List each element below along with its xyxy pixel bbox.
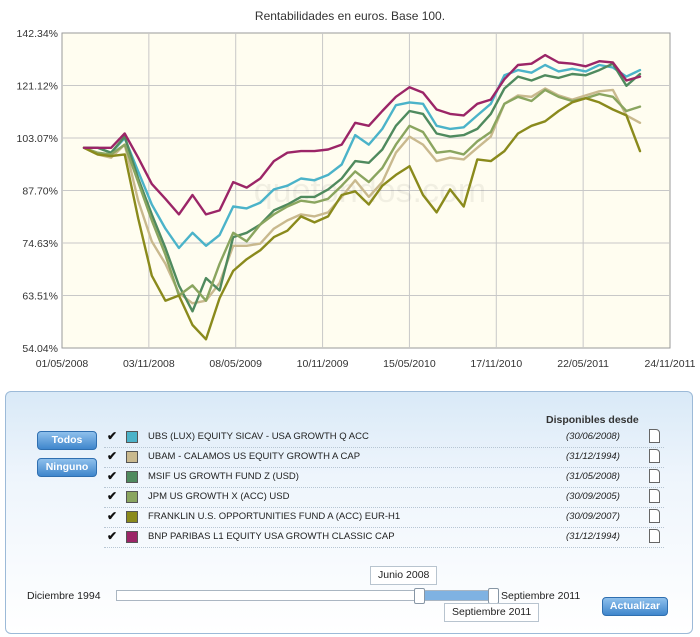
update-button[interactable]: Actualizar <box>602 597 668 616</box>
x-tick-label: 03/11/2008 <box>123 358 175 370</box>
fund-name: UBS (LUX) EQUITY SICAV - USA GROWTH Q AC… <box>148 431 369 442</box>
fund-color-swatch <box>126 531 138 543</box>
fund-name: MSIF US GROWTH FUND Z (USD) <box>148 471 299 482</box>
series-line <box>82 96 642 341</box>
x-tick-label: 22/05/2011 <box>557 358 609 370</box>
x-tick-label: 24/11/2011 <box>645 358 696 370</box>
slider-min-label: Diciembre 1994 <box>27 590 101 602</box>
slider-end-handle[interactable] <box>488 588 500 604</box>
chart: 01/05/2008 03/11/2008 08/05/2009 10/11/2009… <box>17 28 696 370</box>
fund-row: ✔ FRANKLIN U.S. OPPORTUNITIES FUND A (ACC… <box>104 508 664 528</box>
x-tick-label: 10/11/2009 <box>297 358 349 370</box>
fund-available-date: (30/09/2007) <box>566 511 620 522</box>
chart-title: Rentabilidades en euros. Base 100. <box>254 9 446 23</box>
document-icon[interactable] <box>649 509 660 523</box>
fund-checkbox[interactable]: ✔ <box>107 469 118 483</box>
slider-start-tooltip: Junio 2008 <box>370 566 438 585</box>
fund-available-date: (31/05/2008) <box>566 471 620 482</box>
document-icon[interactable] <box>649 429 660 443</box>
fund-color-swatch <box>126 471 138 483</box>
fund-color-swatch <box>126 451 138 463</box>
x-tick-label: 01/05/2008 <box>36 358 89 370</box>
y-tick-label: 63.51% <box>22 290 58 302</box>
slider-max-label: Septiembre 2011 <box>501 590 581 602</box>
series-line <box>82 62 642 313</box>
x-tick-label: 15/05/2010 <box>383 358 436 370</box>
series-line <box>82 63 642 250</box>
fund-row: ✔ MSIF US GROWTH FUND Z (USD) (31/05/2008) <box>104 468 664 488</box>
series-line <box>82 88 642 302</box>
y-tick-label: 74.63% <box>22 238 58 250</box>
fund-checkbox[interactable]: ✔ <box>107 509 118 523</box>
available-since-header: Disponibles desde <box>546 414 639 426</box>
fund-checkbox[interactable]: ✔ <box>107 449 118 463</box>
x-tick-label: 08/05/2009 <box>209 358 262 370</box>
fund-list: ✔ UBS (LUX) EQUITY SICAV - USA GROWTH Q A… <box>104 428 664 548</box>
document-icon[interactable] <box>649 489 660 503</box>
y-tick-label: 103.07% <box>17 133 58 145</box>
fund-row: ✔ UBS (LUX) EQUITY SICAV - USA GROWTH Q A… <box>104 428 664 448</box>
fund-color-swatch <box>126 511 138 523</box>
fund-row: ✔ UBAM - CALAMOS US EQUITY GROWTH A CAP (3… <box>104 448 664 468</box>
fund-available-date: (30/06/2008) <box>566 431 620 442</box>
y-tick-label: 121.12% <box>17 81 58 93</box>
document-icon[interactable] <box>649 529 660 543</box>
series-line <box>82 53 642 216</box>
slider-end-tooltip: Septiembre 2011 <box>444 603 540 622</box>
y-tick-label: 87.70% <box>22 186 58 198</box>
y-tick-label: 142.34% <box>17 28 58 40</box>
fund-name: UBAM - CALAMOS US EQUITY GROWTH A CAP <box>148 451 361 462</box>
fund-checkbox[interactable]: ✔ <box>107 429 118 443</box>
fund-selection-panel: Disponibles desde Todos Ninguno ✔ UBS (LU… <box>5 391 693 634</box>
fund-checkbox[interactable]: ✔ <box>107 489 118 503</box>
select-none-button[interactable]: Ninguno <box>37 458 97 477</box>
fund-name: FRANKLIN U.S. OPPORTUNITIES FUND A (ACC)… <box>148 511 401 522</box>
fund-row: ✔ BNP PARIBAS L1 EQUITY USA GROWTH CLASSI… <box>104 528 664 548</box>
fund-color-swatch <box>126 491 138 503</box>
x-tick-label: 17/11/2010 <box>470 358 522 370</box>
fund-available-date: (30/09/2005) <box>566 491 620 502</box>
fund-color-swatch <box>126 431 138 443</box>
fund-row: ✔ JPM US GROWTH X (ACC) USD (30/09/2005) <box>104 488 664 508</box>
fund-available-date: (31/12/1994) <box>566 531 620 542</box>
document-icon[interactable] <box>649 449 660 463</box>
select-all-button[interactable]: Todos <box>37 431 97 450</box>
fund-available-date: (31/12/1994) <box>566 451 620 462</box>
slider-start-handle[interactable] <box>414 588 426 604</box>
y-tick-label: 54.04% <box>22 343 58 355</box>
document-icon[interactable] <box>649 469 660 483</box>
slider-selected-range <box>419 591 494 600</box>
fund-name: BNP PARIBAS L1 EQUITY USA GROWTH CLASSIC… <box>148 531 395 542</box>
fund-checkbox[interactable]: ✔ <box>107 529 118 543</box>
fund-name: JPM US GROWTH X (ACC) USD <box>148 491 290 502</box>
date-range-slider[interactable] <box>116 588 500 604</box>
